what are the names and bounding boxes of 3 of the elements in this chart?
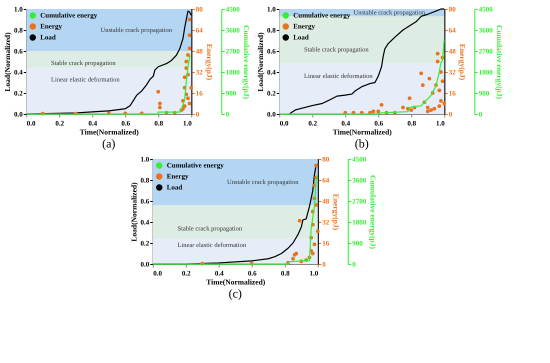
text: (c) [228,286,242,300]
text: (a) [102,136,116,150]
text: (b) [354,136,369,150]
